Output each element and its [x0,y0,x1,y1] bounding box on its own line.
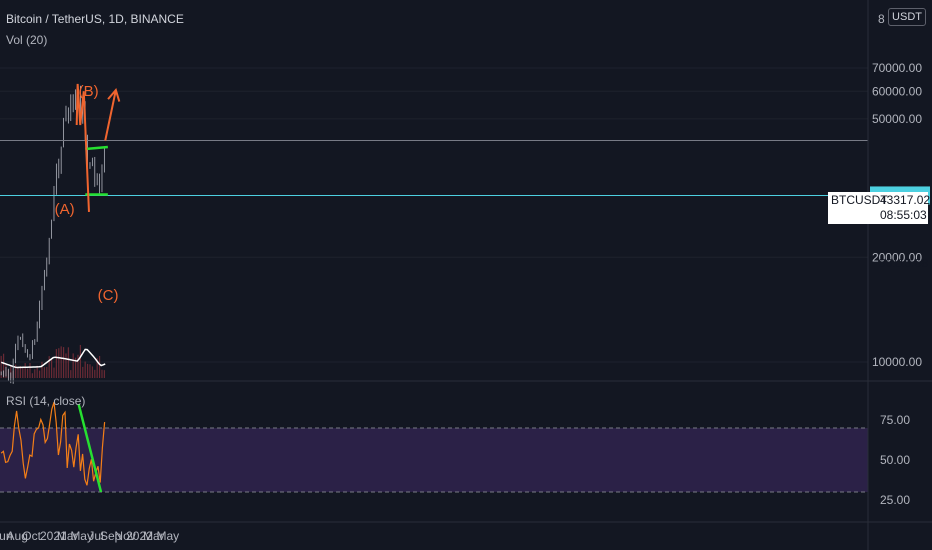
price-axis[interactable]: 70000.00 60000.00 50000.00 20000.00 10000.00 [872,61,922,369]
bar-countdown: 08:55:03 [880,208,927,222]
time-tick-label: Mar [57,529,78,543]
price-tick-label: 10000.00 [872,355,922,369]
currency-button[interactable]: USDT [888,8,926,26]
arrow-head [107,87,121,102]
range-top-line[interactable] [85,145,108,151]
wave-label: (C) [98,287,119,304]
time-tick-label: Mar [143,529,164,543]
time-tick-label: Jun [0,529,13,543]
rsi-indicator-label[interactable]: RSI (14, close) [6,394,86,408]
rsi-tick-label: 50.00 [880,453,910,467]
time-tick-label: Aug [7,529,28,543]
volume-indicator-label[interactable]: Vol (20) [6,33,48,47]
chart-title[interactable]: Bitcoin / TetherUS, 1D, BINANCE [6,12,184,26]
rsi-overbought-oversold-band [0,428,868,492]
candlestick-series [0,85,105,384]
time-tick-label: May [70,529,93,543]
time-tick-label: May [156,529,179,543]
wave-label: (A) [55,201,75,218]
volume-bars [0,344,105,378]
wave-drawing[interactable] [75,83,90,212]
price-tick-top-partial: 8 [878,12,885,26]
grid [0,67,868,363]
rsi-tick-label: 75.00 [880,413,910,427]
volume-ma-line [0,348,106,369]
time-tick-label: Oct [22,529,41,543]
time-tick-label: Sep [100,529,122,543]
arrow-shaft [104,89,117,141]
wave-label: (B) [79,83,99,100]
wave-labels: (B) (A) (C) [55,83,119,304]
time-tick-label: Jul [88,529,103,543]
price-tick-label: 20000.00 [872,250,922,264]
time-tick-label: 2021 [40,529,67,543]
symbol-label: BTCUSDT [831,193,888,207]
price-tick-label: 60000.00 [872,84,922,98]
rsi-axis[interactable]: 75.00 50.00 25.00 [880,413,910,507]
price-tick-label: 70000.00 [872,61,922,75]
time-tick-label: Nov [114,529,135,543]
rsi-trendline[interactable] [77,403,103,493]
price-tick-label: 50000.00 [872,112,922,126]
rsi-line [0,402,106,486]
current-price-value: 43317.02 [880,193,931,207]
time-axis[interactable]: JunAugOct2021MarMayJulSepNov2022MarMay [0,529,179,543]
time-tick-label: 2022 [126,529,153,543]
rsi-tick-label: 25.00 [880,493,910,507]
support-price-value: 30113.68 [878,256,928,270]
current-price-label: BTCUSDT 43317.02 08:55:03 [828,192,931,224]
projection-arrow[interactable] [104,87,121,141]
current-price-tag [828,192,928,224]
